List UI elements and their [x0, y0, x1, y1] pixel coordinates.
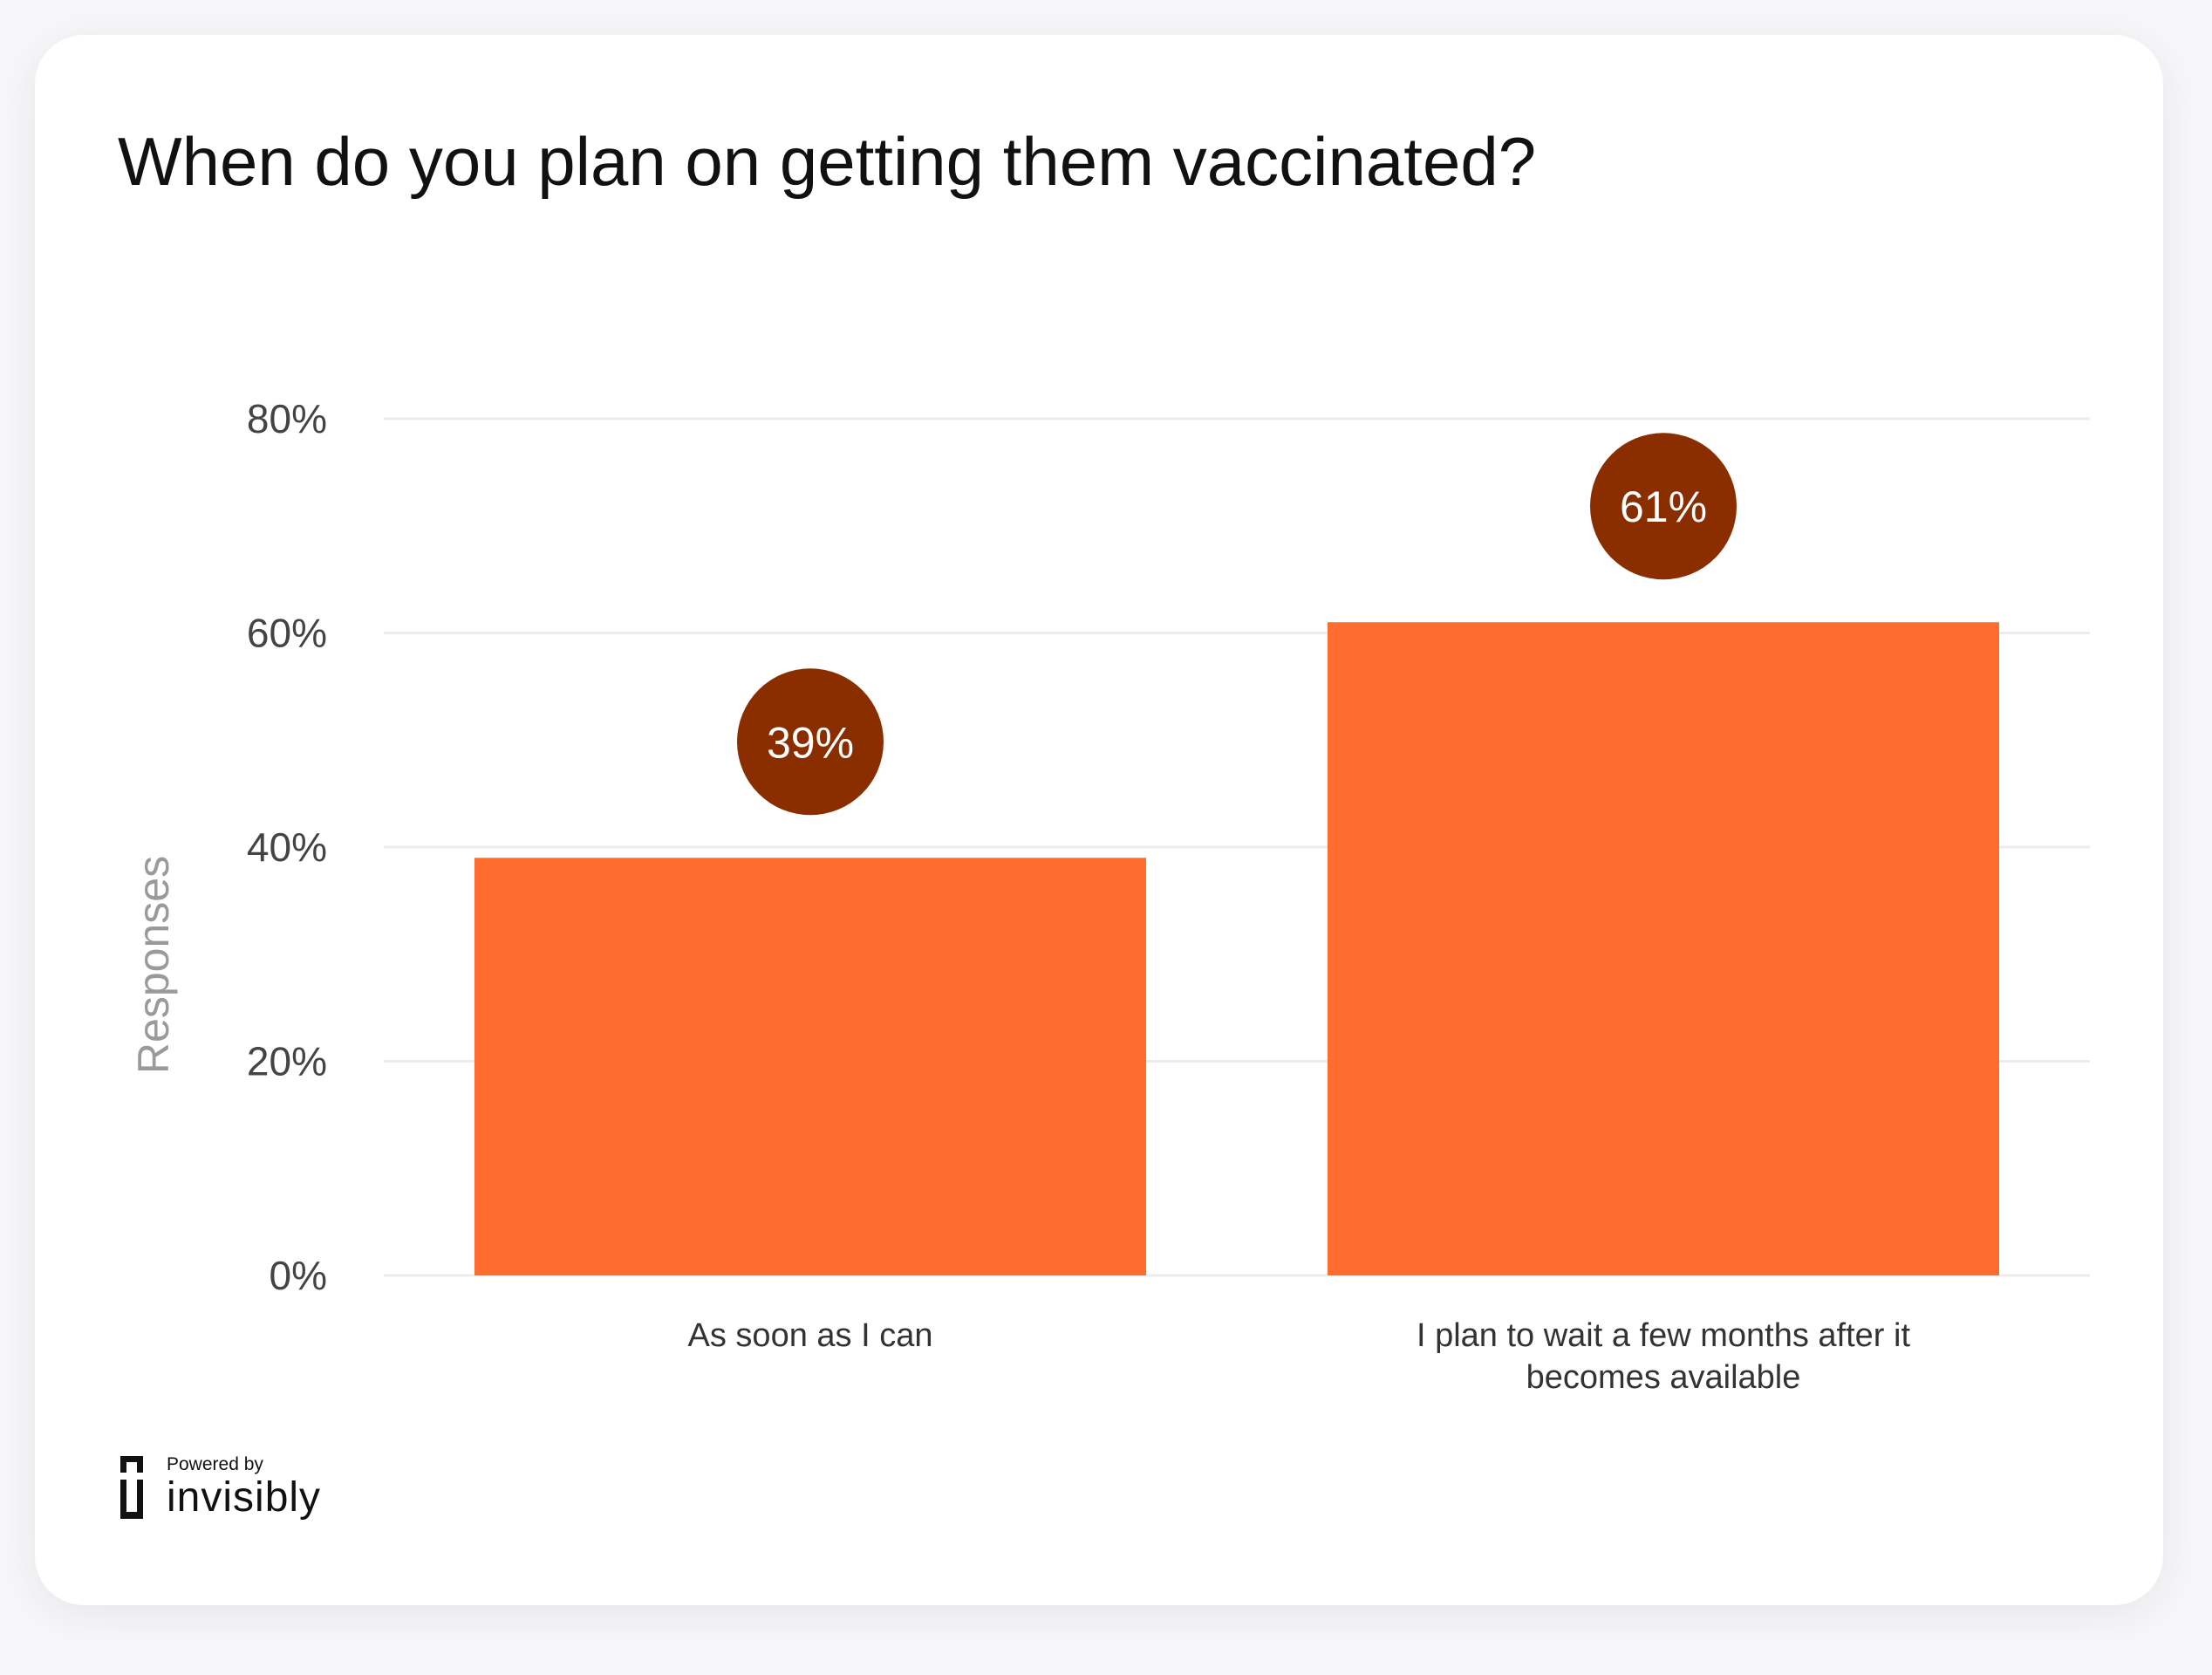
y-tick-label-60: 60% — [247, 611, 327, 656]
data-label-bubble-0 — [737, 668, 884, 816]
x-category-label-line: becomes available — [1526, 1359, 1801, 1396]
powered-by-invisibly[interactable]: Powered by invisibly — [118, 1453, 321, 1522]
y-tick-label-0: 0% — [270, 1253, 327, 1298]
x-category-label-1: I plan to wait a few months after it beco… — [1417, 1317, 1910, 1396]
y-axis-title: Responses — [129, 856, 178, 1074]
brand-text: Powered by invisibly — [167, 1454, 321, 1521]
data-label-0: 39% — [767, 718, 854, 767]
data-label-1: 61% — [1620, 482, 1707, 531]
y-tick-label-20: 20% — [247, 1039, 327, 1084]
data-label-bubble-1 — [1590, 433, 1737, 580]
x-category-label-line: As soon as I can — [688, 1317, 933, 1354]
x-category-label-0: As soon as I can — [688, 1317, 933, 1354]
chart-title: When do you plan on getting them vaccina… — [118, 123, 1537, 200]
invisibly-logo-icon — [120, 1456, 143, 1519]
x-category-label-line: I plan to wait a few months after it — [1417, 1317, 1910, 1354]
brand-name: invisibly — [167, 1474, 322, 1521]
y-tick-label-40: 40% — [247, 824, 327, 870]
bar-0 — [474, 858, 1146, 1275]
powered-by-label: Powered by — [167, 1454, 263, 1474]
bar-1 — [1328, 622, 1999, 1275]
y-tick-label-80: 80% — [247, 396, 327, 441]
